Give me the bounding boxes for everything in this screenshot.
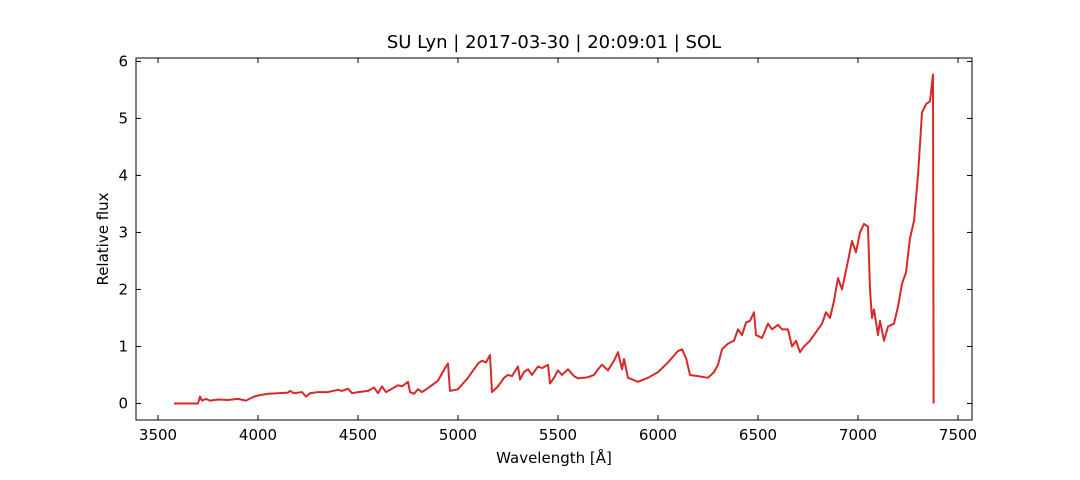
y-tick-label: 0: [118, 394, 128, 412]
plot-frame: [135, 57, 973, 421]
y-tick-label: 5: [118, 109, 128, 127]
x-tick-label: 4000: [239, 426, 277, 444]
y-tick-label: 1: [118, 337, 128, 355]
y-axis-label: Relative flux: [94, 192, 112, 285]
spectrum-line: [174, 73, 935, 405]
x-tick-label: 4500: [339, 426, 377, 444]
x-tick-label: 7000: [839, 426, 877, 444]
x-tick-label: 5000: [439, 426, 477, 444]
y-tick-label: 2: [118, 280, 128, 298]
y-tick-label: 4: [118, 166, 128, 184]
y-tick-label: 3: [118, 223, 128, 241]
x-tick-label: 7500: [939, 426, 977, 444]
y-tick-label: 6: [118, 52, 128, 70]
x-tick-label: 6000: [639, 426, 677, 444]
x-axis-label: Wavelength [Å]: [496, 448, 612, 467]
x-tick-label: 3500: [139, 426, 177, 444]
x-tick-label: 5500: [539, 426, 577, 444]
chart-title: SU Lyn | 2017-03-30 | 20:09:01 | SOL: [387, 32, 721, 53]
x-tick-label: 6500: [739, 426, 777, 444]
